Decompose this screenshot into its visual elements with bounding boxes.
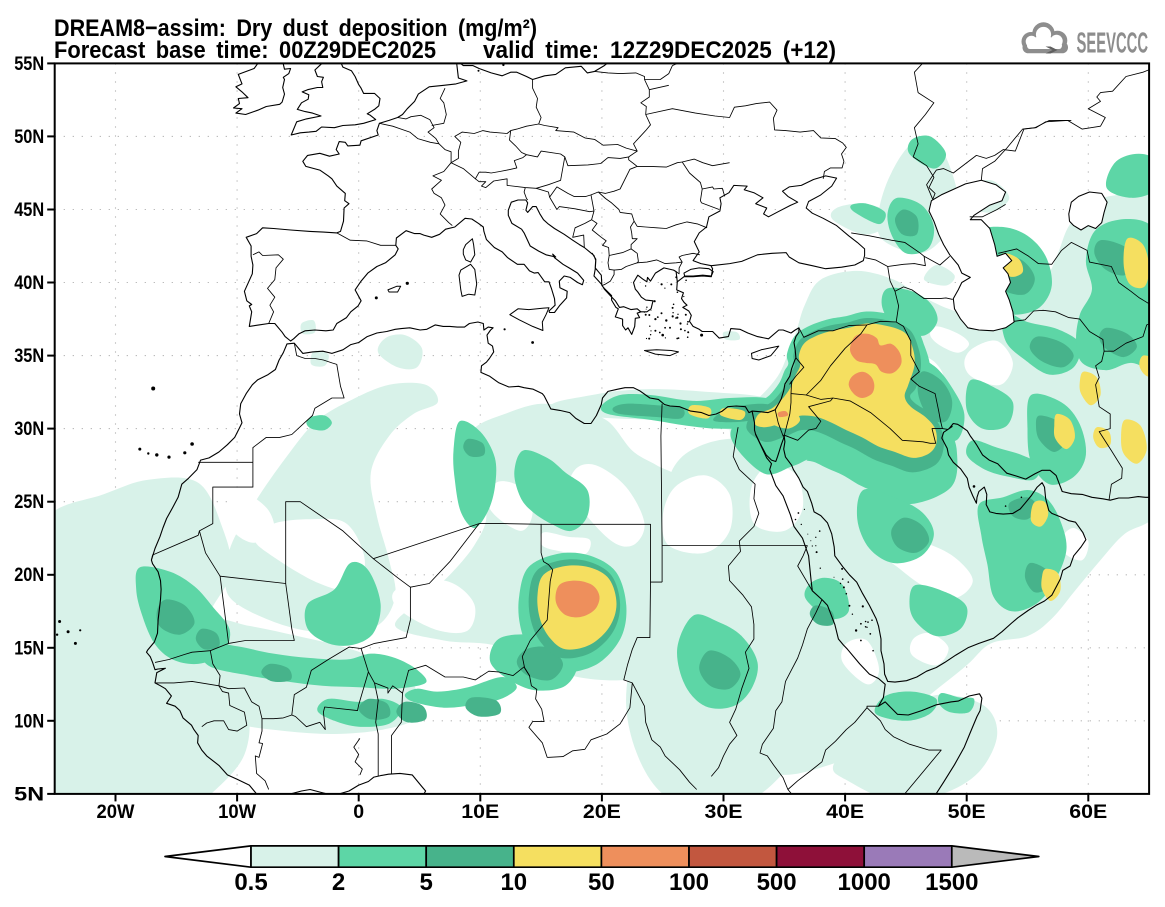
svg-text:valid time: 12Z29DEC2025 (+12): valid time: 12Z29DEC2025 (+12) (483, 37, 836, 64)
svg-text:20W: 20W (97, 801, 136, 823)
svg-text:10N: 10N (14, 710, 44, 732)
svg-text:40N: 40N (14, 272, 44, 294)
svg-text:1000: 1000 (838, 869, 891, 896)
svg-text:Forecast base time: 00Z29DEC20: Forecast base time: 00Z29DEC2025 (54, 37, 436, 64)
svg-text:50: 50 (588, 869, 615, 896)
svg-text:100: 100 (669, 869, 709, 896)
svg-text:10W: 10W (218, 801, 257, 823)
svg-text:0: 0 (353, 801, 364, 823)
svg-text:45N: 45N (14, 199, 44, 221)
svg-text:10E: 10E (461, 801, 499, 823)
svg-text:0.5: 0.5 (234, 869, 267, 896)
svg-text:15N: 15N (14, 637, 44, 659)
svg-text:5N: 5N (14, 783, 44, 805)
svg-text:DREAM8−assim: Dry dust deposit: DREAM8−assim: Dry dust deposition (mg/m²… (54, 15, 537, 42)
svg-text:35N: 35N (14, 345, 44, 367)
svg-text:SEEVCCC: SEEVCCC (1077, 28, 1149, 60)
svg-text:500: 500 (757, 869, 797, 896)
svg-text:30E: 30E (705, 801, 743, 823)
svg-text:25N: 25N (14, 491, 44, 513)
svg-text:2: 2 (332, 869, 345, 896)
svg-text:40E: 40E (826, 801, 864, 823)
svg-text:50N: 50N (14, 126, 44, 148)
svg-text:10: 10 (500, 869, 527, 896)
svg-text:30N: 30N (14, 418, 44, 440)
svg-text:5: 5 (420, 869, 433, 896)
svg-text:20E: 20E (583, 801, 621, 823)
svg-text:50E: 50E (948, 801, 986, 823)
svg-text:55N: 55N (14, 53, 44, 75)
svg-text:60E: 60E (1069, 801, 1107, 823)
svg-text:20N: 20N (14, 564, 44, 586)
svg-text:1500: 1500 (925, 869, 978, 896)
